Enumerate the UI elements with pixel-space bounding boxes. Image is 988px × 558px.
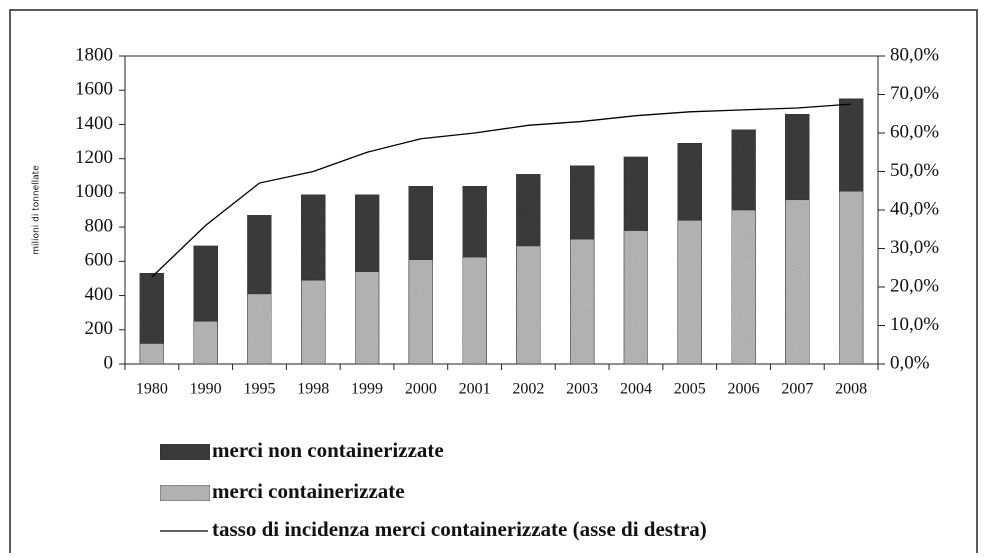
y-tick-label: 1800 [75,44,113,65]
legend-label: tasso di incidenza merci containerizzate… [212,517,707,541]
y-tick-label: 0 [104,352,114,373]
bar-segment [516,173,541,247]
legend-label: merci containerizzate [212,479,405,503]
bar-segment [462,185,487,258]
y2-tick-label: 40,0% [890,198,939,219]
bar-segment [354,271,380,365]
bar-segment [569,238,595,365]
bar-segment [139,343,165,365]
bar-segment [785,113,810,201]
bar-segment [623,230,649,365]
x-tick-label: 1999 [351,381,383,398]
bar-segment [247,214,272,295]
bar-segment [623,156,649,231]
bar-segment [139,273,165,344]
y-tick-label: 1000 [75,181,113,202]
frame [9,9,978,558]
x-tick-label: 1998 [297,381,329,398]
x-tick-label: 1980 [136,381,168,398]
x-tick-label: 2004 [620,381,652,398]
y2-tick-label: 60,0% [890,121,939,142]
bar-segment [300,194,326,281]
y-tick-label: 200 [85,318,114,339]
bar-segment [569,165,595,240]
bar-segment [193,245,218,322]
y2-tick-label: 80,0% [890,44,939,65]
bar-segment [408,185,434,260]
bar-segment [677,142,703,221]
bar-segment [838,98,864,192]
x-tick-label: 2001 [459,381,491,398]
bar-segment [300,279,326,365]
line-series [151,103,852,278]
bar-segment [354,194,380,272]
y2-tick-label: 20,0% [890,275,939,296]
legend-swatch [159,484,211,502]
bar-segment [193,320,218,365]
y2-tick-label: 10,0% [890,314,939,335]
bar-segment [516,245,541,365]
x-tick-label: 2003 [566,381,598,398]
x-tick-label: 2005 [674,381,706,398]
bar-segment [247,293,272,365]
x-tick-label: 2007 [781,381,813,398]
x-tick-label: 1995 [243,381,275,398]
legend-swatch [159,443,211,461]
y-tick-label: 1400 [75,113,113,134]
bar-segment [785,199,810,365]
legend-label: merci non containerizzate [212,438,444,462]
y2-tick-label: 0,0% [890,352,930,373]
y-axis-label: milioni di tonnellate [32,165,42,255]
bar-segment [462,256,487,365]
y-tick-label: 600 [85,250,114,271]
bar-segment [838,190,864,365]
y-tick-label: 400 [85,284,114,305]
y2-tick-label: 70,0% [890,83,939,104]
y-tick-label: 800 [85,215,114,236]
x-tick-label: 1990 [190,381,222,398]
bar-segment [677,219,703,365]
bar-segment [408,259,434,365]
x-tick-label: 2008 [835,381,867,398]
bar-segment [731,129,756,211]
x-tick-label: 2002 [512,381,544,398]
x-tick-label: 2000 [405,381,437,398]
y2-tick-label: 30,0% [890,237,939,258]
bar-segment [731,209,756,365]
y-tick-label: 1200 [75,147,113,168]
x-tick-label: 2006 [728,381,760,398]
y-tick-label: 1600 [75,79,113,100]
y2-tick-label: 50,0% [890,160,939,181]
